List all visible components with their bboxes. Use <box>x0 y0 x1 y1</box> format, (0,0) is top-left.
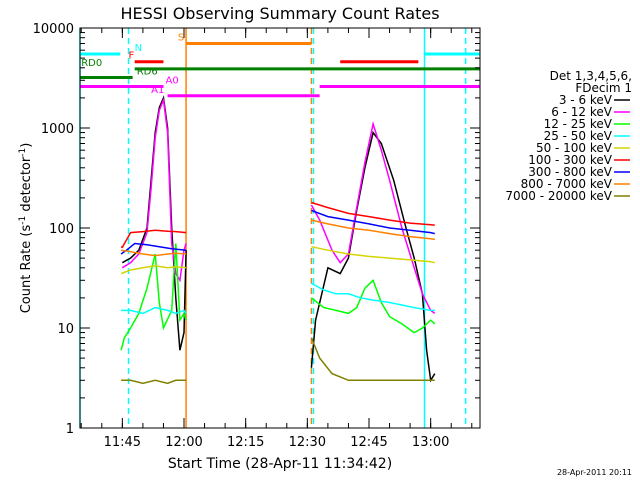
legend-label: 25 - 50 keV <box>544 129 613 143</box>
series-line-6-12-kevkev <box>121 97 187 283</box>
x-tick-label: 12:00 <box>165 435 202 450</box>
y-axis-label: Count Rate (s-1 detector-1) <box>18 143 34 314</box>
x-tick-label: 12:15 <box>227 435 264 450</box>
y-tick-label: 100 <box>49 222 74 237</box>
y-axis-label-end: ) <box>19 143 34 148</box>
x-tick-label: 12:30 <box>289 435 326 450</box>
legend-label: 3 - 6 keV <box>559 93 613 107</box>
flag-label-a1: A1 <box>151 85 164 96</box>
flag-label-rd0: RD0 <box>81 58 102 69</box>
series-line-100-300-kevkev <box>120 229 187 249</box>
y-axis-label-sup1: -1 <box>18 216 28 225</box>
y-tick-label: 1 <box>66 422 74 437</box>
legend-label: 300 - 800 keV <box>528 165 612 179</box>
flag-label-a0: A0 <box>166 76 179 87</box>
series-line-3-6-kevkev <box>121 95 187 351</box>
x-axis-label: Start Time (28-Apr-11 11:34:42) <box>168 456 392 472</box>
legend-header-line-2: FDecim 1 <box>575 81 632 95</box>
series-line-12-25-kevkev <box>120 243 187 351</box>
legend-label: 7000 - 20000 keV <box>505 189 612 203</box>
legend-label: 800 - 7000 keV <box>521 177 613 191</box>
x-tick-label: 13:00 <box>412 435 449 450</box>
flag-label-n: N <box>135 43 142 54</box>
x-tick-label: 11:45 <box>104 435 141 450</box>
series-line-300-800-kevkev <box>120 242 187 255</box>
legend-header-line-1: Det 1,3,4,5,6, <box>550 69 632 83</box>
series-line-7000-20000-kevkev <box>310 337 435 382</box>
y-tick-label: 1000 <box>41 122 74 137</box>
series-line-7000-20000-kevkev <box>121 379 187 385</box>
flag-label-f: F <box>129 51 135 62</box>
series-line-25-50-kevkev <box>121 306 187 315</box>
series-line-300-800-kevkev <box>311 209 435 235</box>
legend-label: 100 - 300 keV <box>528 153 612 167</box>
flag-label-rd6: RD6 <box>137 66 158 77</box>
y-axis-label-mid: detector <box>19 156 34 216</box>
x-tick-label: 12:45 <box>350 435 387 450</box>
y-axis-label-sup2: -1 <box>18 148 28 157</box>
series-line-800-7000-kevkev <box>311 219 435 241</box>
series-line-50-100-kevkev <box>311 245 435 264</box>
chart-title: HESSI Observing Summary Count Rates <box>120 4 439 23</box>
legend-label: 6 - 12 keV <box>551 105 613 119</box>
axes-layer: 1 10 100 1000 10000 11:45 12:00 12:15 12:30 12:45… <box>33 22 480 450</box>
series-line-6-12-kevkev <box>310 120 436 315</box>
flag-label-s: S <box>178 32 184 43</box>
series-line-800-7000-kevkev <box>120 249 187 257</box>
series-line-25-50-kevkev <box>311 282 435 312</box>
series-line-12-25-kevkev <box>310 278 436 334</box>
y-tick-label: 10000 <box>33 22 74 37</box>
legend-label: 12 - 25 keV <box>544 117 613 131</box>
y-tick-label: 10 <box>57 322 74 337</box>
series-line-100-300-kevkev <box>311 201 435 226</box>
legend-label: 50 - 100 keV <box>536 141 613 155</box>
timestamp: 28-Apr-2011 20:11 <box>557 468 632 477</box>
series-line-50-100-kevkev <box>120 264 187 275</box>
y-axis-label-base: Count Rate (s <box>19 225 34 314</box>
